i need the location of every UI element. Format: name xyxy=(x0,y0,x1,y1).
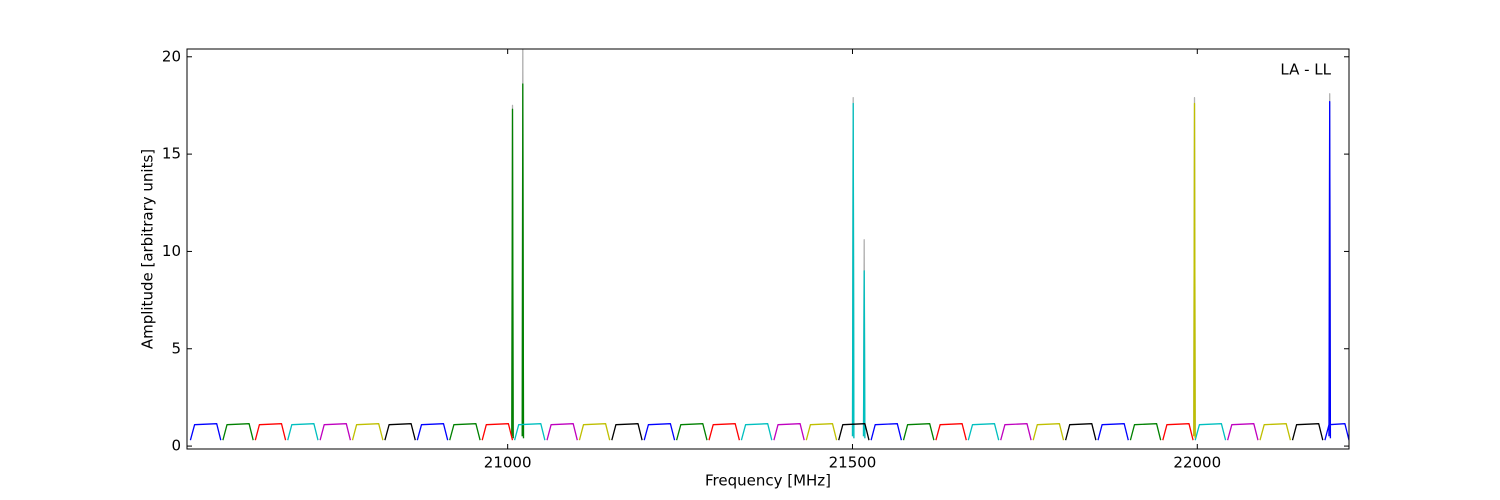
series-line xyxy=(254,423,1194,441)
series-line xyxy=(351,102,1292,441)
annotation: LA - LL xyxy=(1280,61,1331,79)
x-tick-label: 22000 xyxy=(1173,454,1221,472)
x-tick-label: 21000 xyxy=(484,454,532,472)
series-line xyxy=(222,83,1162,441)
x-axis-label: Frequency [MHz] xyxy=(705,472,831,490)
series-line xyxy=(319,423,1259,441)
series-line xyxy=(384,423,1324,441)
x-tick-label: 21500 xyxy=(829,454,877,472)
plot-area xyxy=(189,49,1349,441)
y-tick-label: 15 xyxy=(162,145,181,163)
series-line xyxy=(287,102,1227,441)
y-axis-label: Amplitude [arbitrary units] xyxy=(139,149,157,349)
axes-frame xyxy=(186,48,1350,450)
y-tick-label: 20 xyxy=(162,47,181,65)
y-tick-label: 5 xyxy=(171,339,181,357)
y-tick-label: 10 xyxy=(162,242,181,260)
series-line xyxy=(511,49,1332,439)
series-line xyxy=(189,100,1349,441)
y-tick-label: 0 xyxy=(171,437,181,455)
